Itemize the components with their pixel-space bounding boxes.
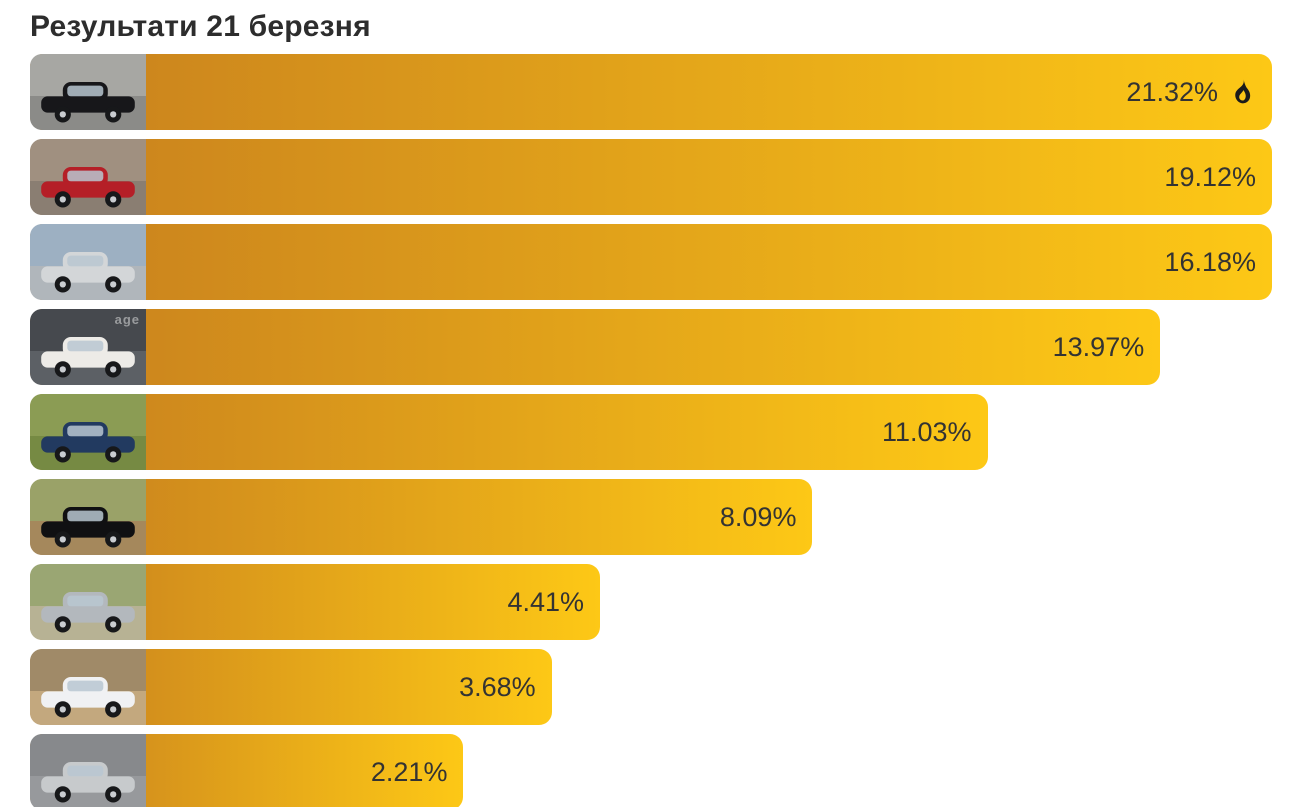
car-icon <box>41 762 135 803</box>
percent-label: 8.09% <box>719 501 797 532</box>
poll-result-row[interactable]: 11.03% <box>30 394 1272 470</box>
poll-result-row[interactable]: 21.32% <box>30 54 1272 130</box>
result-bar: 21.32% <box>30 54 1272 130</box>
percent-label: 13.97% <box>1052 331 1145 362</box>
percent-label: 2.21% <box>370 756 448 787</box>
car-icon <box>41 507 135 548</box>
percent-label: 11.03% <box>882 416 972 447</box>
car-icon <box>41 82 135 123</box>
car-photo <box>30 734 146 807</box>
poll-result-row[interactable]: 13.97% age <box>30 309 1272 385</box>
car-icon <box>41 167 135 208</box>
results-bar-chart: 21.32% 19.12% <box>30 54 1272 807</box>
car-icon <box>41 337 135 378</box>
poll-result-row[interactable]: 8.09% <box>30 479 1272 555</box>
percent-label: 3.68% <box>459 671 536 702</box>
poll-result-row[interactable]: 4.41% <box>30 564 1272 640</box>
car-photo: age <box>30 309 146 385</box>
result-bar: 13.97% <box>30 309 1161 385</box>
car-icon <box>41 677 135 718</box>
page-title: Результати 21 березня <box>30 10 371 43</box>
result-bar: 8.09% <box>30 479 813 555</box>
car-photo <box>30 224 146 300</box>
car-photo <box>30 564 146 640</box>
result-bar: 11.03% <box>30 394 988 470</box>
poll-result-row[interactable]: 3.68% <box>30 649 1272 725</box>
poll-result-row[interactable]: 19.12% <box>30 139 1272 215</box>
percent-label: 16.18% <box>1164 246 1256 277</box>
car-icon <box>41 252 135 293</box>
car-photo <box>30 54 146 130</box>
result-bar: 16.18% <box>30 224 1272 300</box>
car-icon <box>41 422 135 463</box>
car-photo <box>30 139 146 215</box>
poll-result-row[interactable]: 16.18% <box>30 224 1272 300</box>
car-photo <box>30 649 146 725</box>
flame-icon <box>1235 79 1251 104</box>
percent-label: 4.41% <box>507 586 585 617</box>
photo-watermark-text: age <box>114 312 140 327</box>
result-bar: 19.12% <box>30 139 1272 215</box>
car-photo <box>30 394 146 470</box>
percent-label: 19.12% <box>1164 161 1256 192</box>
poll-result-row[interactable]: 2.21% <box>30 734 1272 807</box>
car-photo <box>30 479 146 555</box>
car-icon <box>41 592 135 633</box>
percent-label: 21.32% <box>1126 76 1218 107</box>
